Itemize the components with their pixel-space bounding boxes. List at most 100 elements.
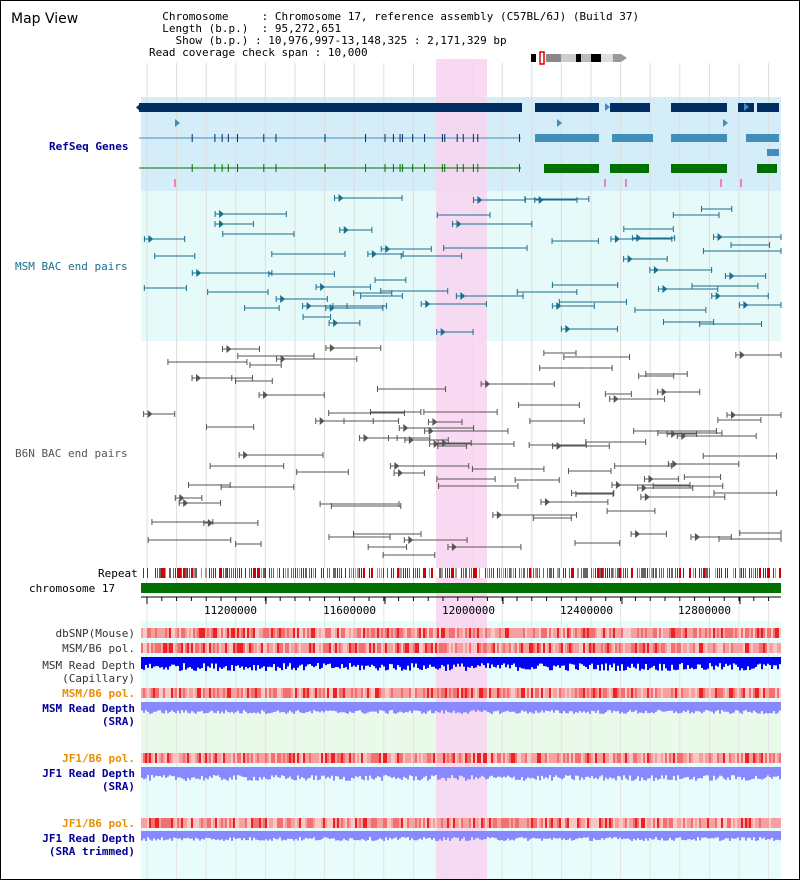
jf1-pol-mark <box>159 753 161 763</box>
msm-capillary-depth-bar <box>765 657 767 666</box>
repeat-mark <box>397 568 399 578</box>
repeat-mark <box>769 568 770 578</box>
msm-capillary-depth-bar <box>521 657 523 669</box>
dbsnp-mark <box>165 628 167 638</box>
msm-pol-sra-mark <box>767 688 769 698</box>
jf1-pol-trim-mark <box>205 818 207 828</box>
jf1-pol-mark <box>593 753 595 763</box>
dbsnp-mark <box>523 628 525 638</box>
msm-pol-sra-mark <box>493 688 495 698</box>
chromosome-info: Chromosome : Chromosome 17, reference as… <box>149 11 639 59</box>
msm-pol-sra-mark <box>697 688 699 698</box>
msm-pol-mark <box>551 643 553 653</box>
jf1-sra-depth-bar <box>235 767 237 780</box>
msm-pol-mark <box>235 643 237 653</box>
msm-sra-depth-bar <box>441 702 443 711</box>
track-label-b6n-bac[interactable]: B6N BAC end pairs <box>15 447 128 460</box>
repeat-mark <box>519 568 520 578</box>
dbsnp-mark <box>451 628 453 638</box>
jf1-sra-depth-bar <box>401 767 403 780</box>
jf1-sra-depth-bar <box>349 767 351 781</box>
repeat-mark <box>547 568 548 578</box>
dbsnp-mark <box>623 628 625 638</box>
dbsnp-mark <box>763 628 765 638</box>
msm-capillary-depth-bar <box>559 657 561 668</box>
jf1-pol-trim-mark <box>145 818 147 828</box>
jf1-sra-depth-bar <box>321 767 323 776</box>
jf1-trim-depth-bar <box>201 831 203 839</box>
msm-sra-depth-bar <box>669 702 671 711</box>
msm-sra-depth-bar <box>747 702 749 713</box>
jf1-sra-depth-bar <box>721 767 723 777</box>
repeat-mark <box>497 568 498 578</box>
dbsnp-mark <box>319 628 321 638</box>
jf1-sra-depth-bar <box>613 767 615 779</box>
jf1-pol-mark <box>557 753 559 763</box>
msm-sra-depth-bar <box>201 702 203 711</box>
repeat-mark <box>339 568 340 578</box>
msm-capillary-depth-bar <box>613 657 615 664</box>
msm-capillary-depth-bar <box>735 657 737 665</box>
jf1-pol-mark <box>691 753 693 763</box>
jf1-trim-depth-bar <box>405 831 407 838</box>
jf1-pol-mark <box>433 753 435 763</box>
jf1-pol-trim-mark <box>307 818 309 828</box>
msm-pol-sra-mark <box>695 688 697 698</box>
jf1-pol-trim-mark <box>531 818 533 828</box>
msm-pol-sra-mark <box>731 688 733 698</box>
jf1-sra-depth-bar <box>685 767 687 778</box>
msm-capillary-depth-bar <box>469 657 471 668</box>
jf1-pol-mark <box>655 753 657 763</box>
jf1-sra-depth-bar <box>499 767 501 777</box>
msm-sra-depth-bar <box>675 702 677 712</box>
jf1-pol-mark <box>477 753 479 763</box>
jf1-pol-trim-mark <box>227 818 229 828</box>
gene-block <box>671 103 727 112</box>
jf1-trim-depth-bar <box>551 831 553 840</box>
msm-pol-mark <box>637 643 639 653</box>
jf1-pol-trim-mark <box>469 818 471 828</box>
repeat-mark <box>401 568 402 578</box>
axis-tick-label-4: 12400000 <box>560 604 613 617</box>
jf1-sra-depth-bar <box>573 767 575 781</box>
msm-sra-depth-bar <box>525 702 527 712</box>
track-label-msm-bac[interactable]: MSM BAC end pairs <box>15 260 128 273</box>
jf1-trim-depth-bar <box>697 831 699 838</box>
gene-marker <box>174 179 176 187</box>
repeat-mark <box>675 568 676 578</box>
msm-capillary-depth-bar <box>255 657 257 671</box>
jf1-pol-mark <box>507 753 509 763</box>
jf1-pol-trim-mark <box>199 818 201 828</box>
track-label-refseq-genes[interactable]: RefSeq Genes <box>49 140 129 153</box>
jf1-pol-trim-mark <box>523 818 525 828</box>
jf1-trim-depth-bar <box>665 831 667 841</box>
jf1-sra-depth-bar <box>635 767 637 780</box>
jf1-sra-depth-bar <box>507 767 509 776</box>
msm-pol-sra-mark <box>535 688 537 698</box>
msm-sra-depth-bar <box>239 702 241 714</box>
jf1-sra-depth-bar <box>741 767 743 780</box>
jf1-pol-mark <box>299 753 301 763</box>
msm-sra-depth-bar <box>347 702 349 714</box>
msm-sra-depth-bar <box>407 702 409 713</box>
jf1-pol-mark <box>673 753 675 763</box>
msm-capillary-depth-bar <box>511 657 513 665</box>
coverage-value: 10,000 <box>327 46 368 59</box>
msm-pol-mark <box>455 643 457 653</box>
repeat-mark <box>663 568 664 578</box>
msm-sra-depth-bar <box>251 702 253 714</box>
jf1-pol-trim-mark <box>285 818 287 828</box>
jf1-pol-trim-mark <box>579 818 581 828</box>
msm-pol-sra-mark <box>149 688 151 698</box>
dbsnp-mark <box>579 628 581 638</box>
dbsnp-mark <box>409 628 411 638</box>
jf1-trim-depth-bar <box>719 831 721 841</box>
jf1-sra-depth-bar <box>271 767 273 776</box>
dbsnp-mark <box>337 628 339 638</box>
msm-pol-sra-mark <box>143 688 145 698</box>
msm-pol-mark <box>587 643 589 653</box>
msm-pol-sra-mark <box>543 688 545 698</box>
msm-pol-sra-mark <box>599 688 601 698</box>
jf1-sra-depth-bar <box>601 767 603 776</box>
